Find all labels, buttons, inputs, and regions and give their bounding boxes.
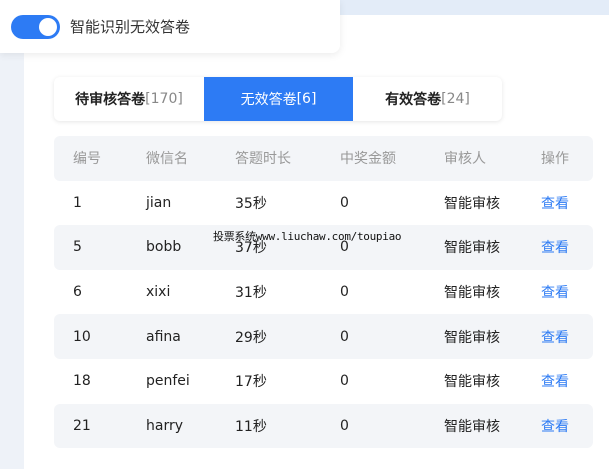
tab-count: [6] [296,91,317,107]
header-reviewer: 审核人 [444,151,486,168]
cell-reviewer: 智能审核 [444,374,500,391]
smart-detect-toggle[interactable] [11,14,60,39]
smart-detect-popup: 智能识别无效答卷 [0,0,340,53]
cell-reviewer: 智能审核 [444,329,500,346]
cell-id: 6 [73,284,82,301]
table-row: 18 penfei 17秒 0 智能审核 查看 [54,359,593,404]
cell-duration: 31秒 [235,285,267,302]
view-link[interactable]: 查看 [541,195,569,212]
cell-prize: 0 [340,239,349,256]
cell-id: 18 [73,373,91,390]
cell-id: 5 [73,239,82,256]
cell-reviewer: 智能审核 [444,285,500,302]
cell-reviewer: 智能审核 [444,240,500,257]
cell-id: 10 [73,328,91,345]
cell-wechat-name: jian [146,194,172,211]
cell-prize: 0 [340,417,349,434]
tab-label: 无效答卷 [240,92,297,108]
header-id: 编号 [73,151,101,168]
cell-wechat-name: afina [146,328,181,345]
table-row: 21 harry 11秒 0 智能审核 查看 [54,403,593,449]
cell-reviewer: 智能审核 [444,418,500,435]
table-header: 编号 微信名 答题时长 中奖金额 审核人 操作 [54,136,593,181]
cell-prize: 0 [340,194,349,211]
tab-label: 待审核答卷 [75,92,146,108]
top-band [340,0,609,15]
watermark: 投票系统www.liuchaw.com/toupiao [213,230,402,243]
view-link[interactable]: 查看 [541,285,569,302]
cell-duration: 11秒 [235,418,267,435]
cell-duration: 17秒 [235,374,267,391]
cell-wechat-name: harry [146,417,184,434]
toggle-knob [39,17,57,36]
cell-prize: 0 [340,373,349,390]
cell-duration: 35秒 [235,195,267,212]
header-duration: 答题时长 [235,151,291,168]
table-row: 10 afina 29秒 0 智能审核 查看 [54,314,593,359]
tab-count: [24] [441,91,470,107]
view-link[interactable]: 查看 [541,374,569,391]
view-link[interactable]: 查看 [541,329,569,346]
view-link[interactable]: 查看 [541,240,569,257]
tab-count: [170] [145,91,183,107]
view-link[interactable]: 查看 [541,418,569,435]
cell-duration: 29秒 [235,329,267,346]
cell-reviewer: 智能审核 [444,195,500,212]
cell-duration: 37秒 [235,240,267,257]
tab-label: 有效答卷 [385,92,442,108]
header-wechat-name: 微信名 [146,151,188,168]
left-strip [0,0,24,469]
table-row: 1 jian 35秒 0 智能审核 查看 [54,181,593,226]
toggle-label: 智能识别无效答卷 [70,18,191,36]
answer-tabs: 待审核答卷 [170] 无效答卷 [6] 有效答卷 [24] [54,77,502,121]
tab-pending[interactable]: 待审核答卷 [170] [54,77,204,121]
header-action: 操作 [541,151,569,168]
cell-wechat-name: bobb [146,239,182,256]
tab-invalid[interactable]: 无效答卷 [6] [204,77,353,121]
cell-wechat-name: penfei [146,373,190,390]
cell-wechat-name: xixi [146,284,171,301]
table-row: 5 bobb 37秒 0 智能审核 查看 [54,225,593,270]
table-row: 6 xixi 31秒 0 智能审核 查看 [54,270,593,315]
cell-id: 1 [73,194,82,211]
cell-prize: 0 [340,328,349,345]
tab-valid[interactable]: 有效答卷 [24] [353,77,502,121]
cell-prize: 0 [340,284,349,301]
cell-id: 21 [73,417,91,434]
answers-table: 编号 微信名 答题时长 中奖金额 审核人 操作 1 jian 35秒 0 智能审核 查看 5… [54,136,593,449]
header-prize: 中奖金额 [340,151,396,168]
